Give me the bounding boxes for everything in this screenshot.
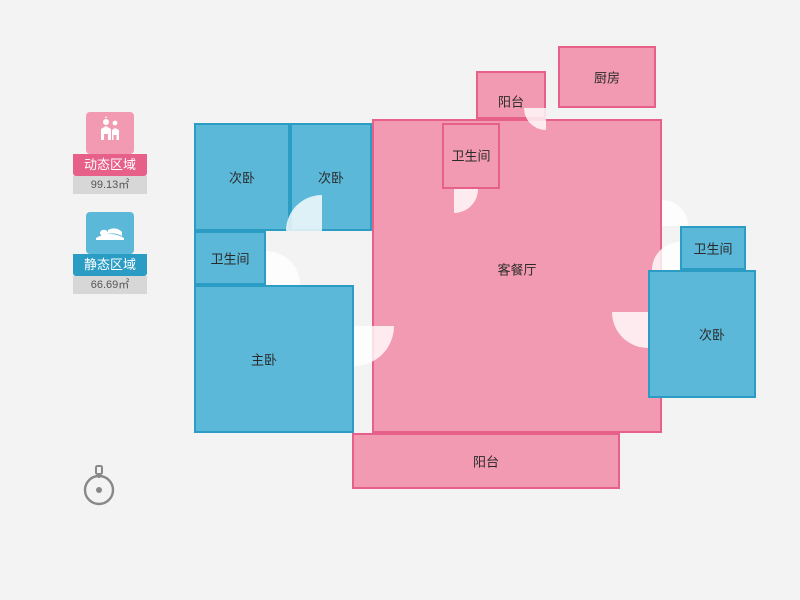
room-kitchen xyxy=(558,46,656,108)
room-bed2-left xyxy=(194,123,290,231)
door-arc-1 xyxy=(266,251,300,285)
room-bath-right xyxy=(680,226,746,270)
legend-static-value: 66.69㎡ xyxy=(73,276,147,294)
room-balcony-top xyxy=(476,71,546,119)
door-arc-5 xyxy=(662,200,688,226)
compass-icon xyxy=(79,462,119,508)
legend-static-label: 静态区域 xyxy=(73,254,147,276)
legend-dynamic-iconbox xyxy=(86,112,134,154)
room-master xyxy=(194,285,354,433)
room-living xyxy=(372,119,662,433)
room-bed2-mid xyxy=(290,123,372,231)
room-bath-middle xyxy=(442,123,500,189)
room-bed2-right xyxy=(648,270,756,398)
sleep-icon xyxy=(94,216,126,251)
legend-static: 静态区域 66.69㎡ xyxy=(73,212,147,294)
legend-dynamic: 动态区域 99.13㎡ xyxy=(73,112,147,194)
legend-static-iconbox xyxy=(86,212,134,254)
room-bath-left xyxy=(194,231,266,285)
people-icon xyxy=(94,116,126,151)
legend-dynamic-value: 99.13㎡ xyxy=(73,176,147,194)
floor-plan: 客餐厅厨房阳台卫生间阳台次卧次卧卫生间主卧卫生间次卧 xyxy=(194,30,764,514)
legend-dynamic-label: 动态区域 xyxy=(73,154,147,176)
legend: 动态区域 99.13㎡ 静态区域 66.69㎡ xyxy=(73,112,147,312)
room-balcony-bottom xyxy=(352,433,620,489)
